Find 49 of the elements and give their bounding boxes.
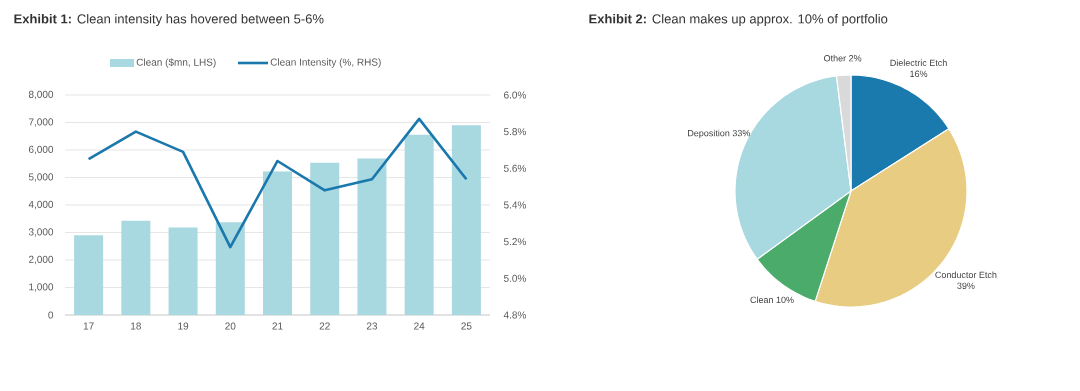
bar — [74, 235, 104, 315]
bar — [215, 222, 245, 315]
x-tick-label: 21 — [272, 322, 283, 330]
bar — [357, 158, 387, 315]
slice-label: Dielectric Etch — [890, 59, 947, 66]
y2-tick-label: 6.0% — [504, 91, 526, 99]
chart-title: Exhibit 1: Clean intensity has hovered between 5-6% — [14, 13, 324, 27]
x-tick-label: 22 — [319, 322, 330, 330]
x-tick-label: 25 — [461, 322, 472, 330]
x-tick-label: 17 — [83, 322, 94, 330]
line-series — [87, 117, 468, 249]
y-tick-label: 7,000 — [28, 118, 54, 127]
data-label: 16% — [910, 70, 928, 77]
x-tick-label: 23 — [366, 322, 378, 330]
data-label: 39% — [957, 282, 975, 290]
slice-label: Clean — [750, 296, 773, 304]
legend-label: Clean Intensity (%, RHS) — [270, 58, 381, 68]
x-tick-label: 20 — [225, 322, 236, 330]
chart-title: Exhibit 2: Clean makes up approx. 10% of portfolio — [589, 13, 888, 27]
data-label: 33% — [732, 129, 751, 137]
bar — [310, 162, 340, 315]
data-label: 2% — [849, 55, 862, 62]
bar — [121, 220, 151, 315]
slice-label: Conductor Etch — [935, 271, 997, 279]
y-tick-label: 5,000 — [28, 173, 54, 182]
y-tick-label: 6,000 — [28, 145, 54, 155]
bar — [451, 125, 481, 315]
y-tick-label: 0 — [48, 311, 54, 319]
slice-label: Deposition — [688, 129, 730, 139]
y2-tick-label: 5.8% — [503, 128, 526, 136]
y2-tick-label: 5.6% — [503, 164, 526, 172]
y-tick-label: 4,000 — [28, 200, 54, 210]
y-tick-label: 1,000 — [29, 283, 54, 292]
bar — [263, 171, 293, 315]
y2-tick-label: 5.0% — [503, 274, 526, 282]
y-tick-label: 2,000 — [28, 255, 54, 265]
y2-tick-label: 5.4% — [503, 201, 526, 209]
bar — [168, 227, 198, 315]
bar — [404, 134, 434, 315]
y2-tick-label: 5.2% — [503, 238, 526, 246]
y-tick-label: 8,000 — [28, 90, 54, 100]
x-tick-label: 19 — [178, 322, 189, 330]
x-tick-label: 24 — [414, 322, 425, 330]
legend-label: Clean ($mn, LHS) — [136, 58, 216, 68]
y2-tick-label: 4.8% — [503, 311, 526, 319]
data-label: 10% — [776, 296, 794, 304]
slice-label: Other — [824, 54, 846, 62]
x-tick-label: 18 — [131, 322, 141, 330]
y-tick-label: 3,000 — [28, 228, 54, 237]
